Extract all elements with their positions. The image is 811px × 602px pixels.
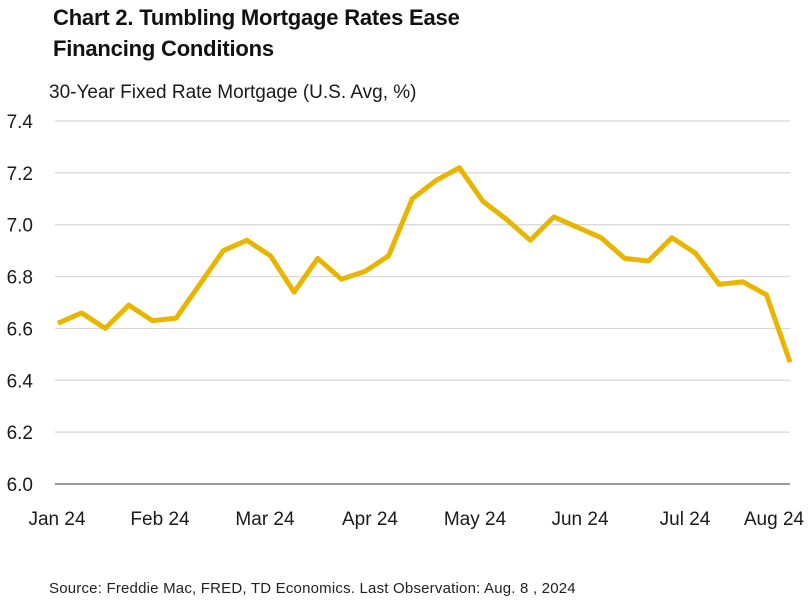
chart-subtitle: 30-Year Fixed Rate Mortgage (U.S. Avg, %… [49,82,417,103]
source-note: Source: Freddie Mac, FRED, TD Economics.… [49,580,576,597]
y-tick-label: 7.2 [7,164,33,185]
x-tick-label: Jun 24 [551,509,608,530]
y-tick-label: 6.4 [7,371,34,392]
x-tick-label: Jul 24 [660,509,711,530]
series-layer [56,165,793,363]
series-line [56,165,793,363]
y-tick-label: 6.2 [7,423,33,444]
y-tick-label: 6.8 [7,268,33,289]
x-tick-label: Aug 24 [744,509,805,530]
chart-title-line-2: Financing Conditions [53,36,274,61]
y-tick-label: 7.4 [7,112,34,133]
y-axis: 6.0 6.2 6.4 6.6 6.8 7.0 7.2 7.4 [7,112,34,496]
chart-title: Chart 2. Tumbling Mortgage Rates Ease Fi… [53,2,460,64]
y-tick-label: 6.6 [7,319,33,340]
x-tick-label: Jan 24 [28,509,85,530]
x-tick-label: Apr 24 [342,509,398,530]
x-axis: Jan 24 Feb 24 Mar 24 Apr 24 May 24 Jun 24 Jul … [28,509,804,530]
chart-title-line-1: Chart 2. Tumbling Mortgage Rates Ease [53,5,460,30]
x-tick-label: May 24 [444,509,507,530]
y-tick-label: 6.0 [7,475,33,496]
y-tick-label: 7.0 [7,216,33,237]
x-tick-label: Mar 24 [235,509,295,530]
x-tick-label: Feb 24 [130,509,190,530]
gridlines [55,120,790,485]
